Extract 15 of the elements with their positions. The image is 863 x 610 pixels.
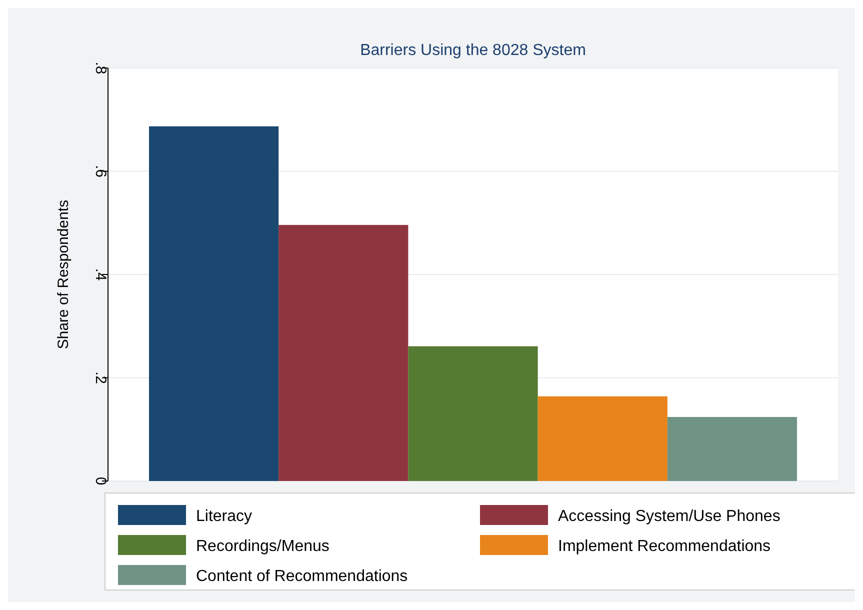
y-tick-label: .4: [92, 268, 109, 281]
y-tick-label: 0: [92, 476, 109, 486]
y-axis-title: Share of Respondents: [55, 200, 72, 350]
legend-label: Literacy: [196, 508, 252, 525]
chart-title: Barriers Using the 8028 System: [360, 42, 586, 59]
bar: [149, 126, 279, 481]
legend-label: Implement Recommendations: [558, 538, 771, 555]
legend-label: Content of Recommendations: [196, 568, 408, 585]
bar: [667, 416, 797, 481]
legend-label: Recordings/Menus: [196, 538, 330, 555]
y-tick-label: .2: [92, 371, 109, 384]
bar: [408, 346, 538, 481]
legend-label: Accessing System/Use Phones: [558, 508, 780, 525]
bar: [538, 396, 668, 481]
bar: [278, 224, 408, 481]
